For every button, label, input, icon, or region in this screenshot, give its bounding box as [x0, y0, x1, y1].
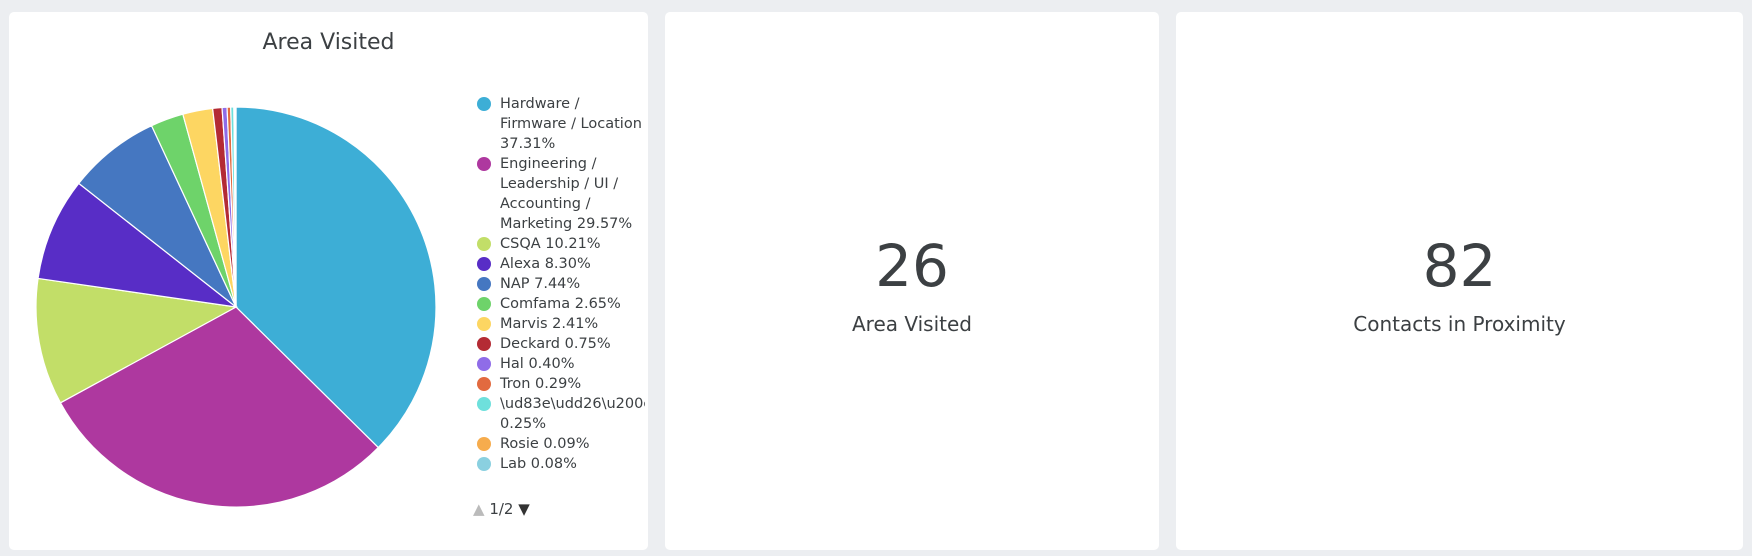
pie-slice	[234, 106, 237, 308]
legend-label: Deckard	[500, 336, 560, 352]
legend-swatch	[477, 357, 491, 371]
legend-value: 8.30%	[544, 256, 591, 272]
legend-item: CSQA 10.21%	[475, 234, 645, 254]
legend-swatch	[477, 337, 491, 351]
legend-swatch	[477, 377, 491, 391]
legend-label: Lab	[500, 456, 527, 472]
legend: Hardware / Firmware / Location 37.31% Eng…	[475, 94, 645, 494]
legend-swatch	[477, 157, 491, 171]
legend-pager: ▲ 1/2 ▼	[473, 500, 530, 518]
legend-swatch	[477, 237, 491, 251]
legend-swatch	[477, 457, 491, 471]
legend-value: 2.65%	[574, 296, 621, 312]
stat-value: 26	[875, 232, 949, 300]
legend-swatch	[477, 257, 491, 271]
legend-swatch	[477, 317, 491, 331]
legend-label: \ud83e\udd26\u200c	[500, 396, 645, 412]
legend-item: Marvis 2.41%	[475, 314, 645, 334]
legend-prev[interactable]: ▲	[473, 500, 485, 518]
legend-label: Alexa	[500, 256, 541, 272]
legend-label: Hardware / Firmware / Location	[500, 96, 642, 132]
legend-swatch	[477, 297, 491, 311]
legend-page: 1/2	[489, 500, 514, 518]
legend-value: 0.29%	[535, 376, 582, 392]
legend-value: 0.09%	[543, 436, 590, 452]
legend-item: Comfama 2.65%	[475, 294, 645, 314]
legend-item: Alexa 8.30%	[475, 254, 645, 274]
pie-slice	[37, 182, 239, 308]
legend-item: Engineering / Leadership / UI / Accounti…	[475, 154, 645, 234]
pie-chart	[35, 106, 437, 508]
pie-slice	[35, 277, 238, 404]
legend-next[interactable]: ▼	[518, 500, 530, 518]
legend-label: Marvis	[500, 316, 548, 332]
legend-swatch	[477, 437, 491, 451]
legend-value: 7.44%	[534, 276, 581, 292]
legend-item: Hal 0.40%	[475, 354, 645, 374]
legend-value: 0.08%	[530, 456, 577, 472]
legend-item: Tron 0.29%	[475, 374, 645, 394]
stat-label: Area Visited	[852, 312, 972, 336]
legend-value: 0.75%	[564, 336, 611, 352]
legend-label: CSQA	[500, 236, 541, 252]
legend-label: Comfama	[500, 296, 571, 312]
legend-label: Engineering / Leadership / UI / Accounti…	[500, 156, 619, 232]
pie-card: Area Visited Hardware / Firmware / Locat…	[9, 12, 648, 550]
legend-swatch	[477, 97, 491, 111]
legend-value: 0.25%	[500, 416, 547, 432]
legend-value: 10.21%	[545, 236, 601, 252]
legend-item: Hardware / Firmware / Location 37.31%	[475, 94, 645, 154]
pie-slice	[59, 306, 380, 508]
legend-item: \ud83e\udd26\u200c 0.25%	[475, 394, 645, 434]
legend-value: 37.31%	[500, 136, 556, 152]
legend-value: 0.40%	[528, 356, 575, 372]
legend-label: Tron	[500, 376, 531, 392]
stat-card: 26 Area Visited	[665, 12, 1159, 550]
legend-label: Hal	[500, 356, 524, 372]
legend-label: Rosie	[500, 436, 539, 452]
legend-item: Lab 0.08%	[475, 454, 645, 474]
legend-swatch	[477, 277, 491, 291]
stat-label: Contacts in Proximity	[1353, 312, 1566, 336]
legend-item: Rosie 0.09%	[475, 434, 645, 454]
legend-item: Deckard 0.75%	[475, 334, 645, 354]
pie-slice	[235, 106, 437, 449]
stat-card: 82 Contacts in Proximity	[1176, 12, 1743, 550]
legend-value: 29.57%	[576, 216, 633, 232]
legend-swatch	[477, 397, 491, 411]
chart-title: Area Visited	[262, 30, 395, 55]
legend-item: NAP 7.44%	[475, 274, 645, 294]
stat-value: 82	[1422, 232, 1497, 300]
legend-label: NAP	[500, 276, 530, 292]
legend-value: 2.41%	[552, 316, 599, 332]
